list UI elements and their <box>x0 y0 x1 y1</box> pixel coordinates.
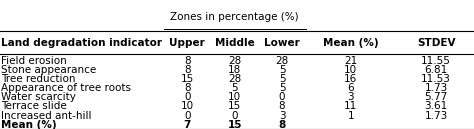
Text: 15: 15 <box>228 102 241 111</box>
Text: 5: 5 <box>279 65 285 75</box>
Text: 10: 10 <box>228 92 241 102</box>
Text: Increased ant-hill: Increased ant-hill <box>1 111 91 121</box>
Text: 16: 16 <box>344 74 357 84</box>
Text: 28: 28 <box>228 74 241 84</box>
Text: 1: 1 <box>347 111 354 121</box>
Text: 0: 0 <box>279 92 285 102</box>
Text: Mean (%): Mean (%) <box>323 38 379 48</box>
Text: 7: 7 <box>183 120 191 129</box>
Text: 8: 8 <box>184 55 191 66</box>
Text: STDEV: STDEV <box>417 38 456 48</box>
Text: Field erosion: Field erosion <box>1 55 67 66</box>
Text: 5.77: 5.77 <box>424 92 448 102</box>
Text: 11.53: 11.53 <box>421 74 451 84</box>
Text: 5: 5 <box>279 83 285 93</box>
Text: 0: 0 <box>231 111 238 121</box>
Text: 1.73: 1.73 <box>424 83 448 93</box>
Text: Land degradation indicator: Land degradation indicator <box>1 38 162 48</box>
Text: 1.73: 1.73 <box>424 111 448 121</box>
Text: Water scarcity: Water scarcity <box>1 92 76 102</box>
Text: Middle: Middle <box>215 38 255 48</box>
Text: 10: 10 <box>181 102 194 111</box>
Text: Appearance of tree roots: Appearance of tree roots <box>1 83 131 93</box>
Text: 18: 18 <box>228 65 241 75</box>
Text: 8: 8 <box>184 65 191 75</box>
Text: Mean (%): Mean (%) <box>1 120 56 129</box>
Text: 0: 0 <box>184 92 191 102</box>
Text: 21: 21 <box>344 55 357 66</box>
Text: 8: 8 <box>278 120 286 129</box>
Text: 11: 11 <box>344 102 357 111</box>
Text: 8: 8 <box>184 83 191 93</box>
Text: 11.55: 11.55 <box>421 55 451 66</box>
Text: 0: 0 <box>184 111 191 121</box>
Text: 15: 15 <box>181 74 194 84</box>
Text: Tree reduction: Tree reduction <box>1 74 75 84</box>
Text: 5: 5 <box>231 83 238 93</box>
Text: Lower: Lower <box>264 38 300 48</box>
Text: 15: 15 <box>228 120 242 129</box>
Text: 28: 28 <box>228 55 241 66</box>
Text: 8: 8 <box>279 102 285 111</box>
Text: 10: 10 <box>344 65 357 75</box>
Text: 3: 3 <box>347 92 354 102</box>
Text: 6: 6 <box>347 83 354 93</box>
Text: Terrace slide: Terrace slide <box>1 102 67 111</box>
Text: 28: 28 <box>275 55 289 66</box>
Text: Zones in percentage (%): Zones in percentage (%) <box>170 12 299 22</box>
Text: 6.81: 6.81 <box>424 65 448 75</box>
Text: Upper: Upper <box>169 38 205 48</box>
Text: 3.61: 3.61 <box>424 102 448 111</box>
Text: 5: 5 <box>279 74 285 84</box>
Text: Stone appearance: Stone appearance <box>1 65 96 75</box>
Text: 3: 3 <box>279 111 285 121</box>
